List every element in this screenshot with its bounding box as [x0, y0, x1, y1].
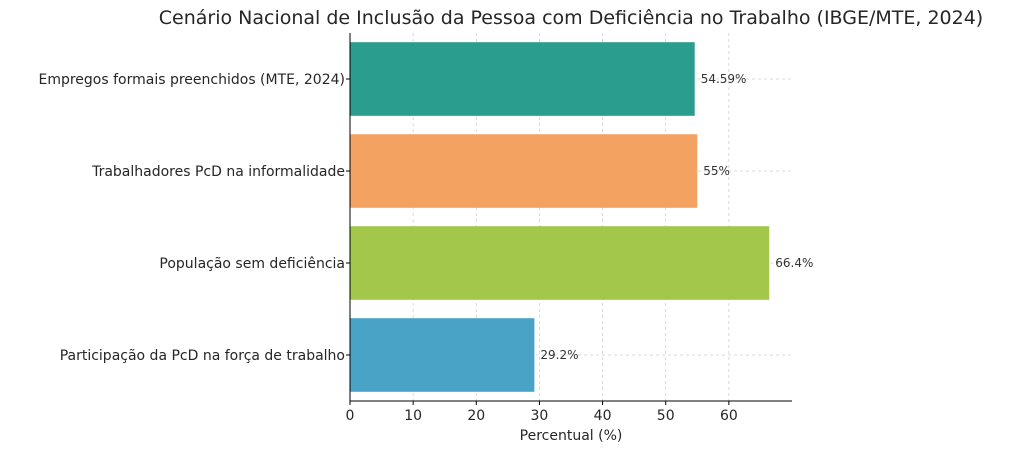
bar-3 — [350, 318, 535, 392]
value-label-2: 66.4% — [775, 256, 813, 270]
value-label-1: 55% — [703, 164, 730, 178]
x-tick-label-1: 10 — [404, 408, 422, 424]
category-label-0: Empregos formais preenchidos (MTE, 2024) — [38, 72, 345, 88]
x-axis-label: Percentual (%) — [520, 428, 623, 444]
x-tick-label-2: 20 — [467, 408, 485, 424]
chart-title: Cenário Nacional de Inclusão da Pessoa c… — [159, 7, 983, 29]
category-label-1: Trabalhadores PcD na informalidade — [91, 164, 345, 180]
x-tick-label-4: 40 — [594, 408, 612, 424]
value-label-3: 29.2% — [540, 348, 578, 362]
x-tick-label-0: 0 — [346, 408, 355, 424]
bar-0 — [350, 42, 695, 116]
x-tick-label-3: 30 — [531, 408, 549, 424]
bar-2 — [350, 226, 770, 300]
bars-layer: 54.59% 55% 66.4% 29.2% — [350, 42, 813, 392]
category-label-3: Participação da PcD na força de trabalho — [60, 348, 345, 364]
value-label-0: 54.59% — [701, 72, 747, 86]
bar-1 — [350, 134, 698, 208]
axis-layer: Empregos formais preenchidos (MTE, 2024)… — [38, 33, 792, 424]
x-tick-label-5: 50 — [657, 408, 675, 424]
category-label-2: População sem deficiência — [159, 256, 345, 272]
x-tick-label-6: 60 — [720, 408, 738, 424]
